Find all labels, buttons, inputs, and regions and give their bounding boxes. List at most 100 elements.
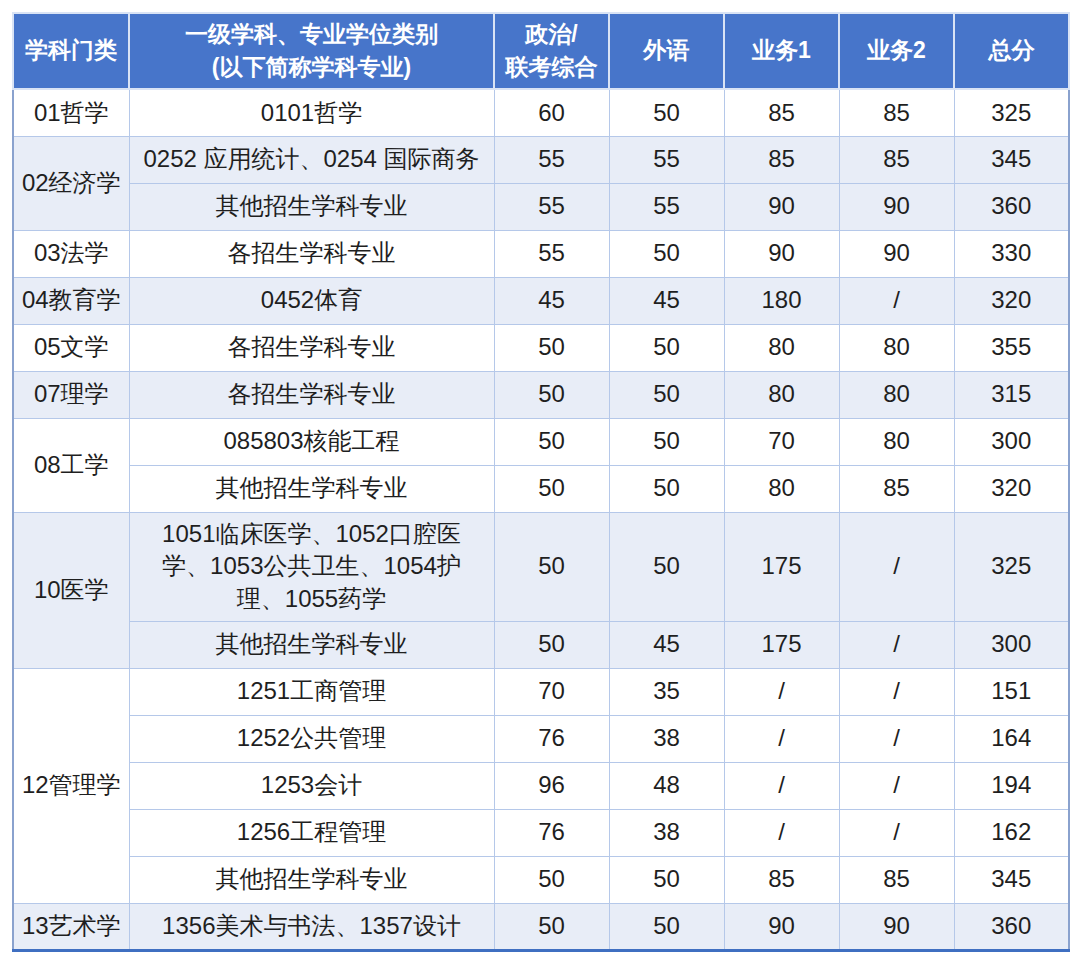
score-cell: 85 <box>724 136 839 183</box>
category-cell: 07理学 <box>13 371 129 418</box>
score-cell: 35 <box>609 668 724 715</box>
score-cell: 38 <box>609 809 724 856</box>
score-cell: 55 <box>609 183 724 230</box>
score-cell: 85 <box>839 136 954 183</box>
score-cell: 55 <box>609 136 724 183</box>
table-row: 其他招生学科专业 50 45 175 / 300 <box>13 621 1069 668</box>
header-cell-category: 学科门类 <box>13 13 129 89</box>
score-cell: / <box>839 621 954 668</box>
category-cell: 04教育学 <box>13 277 129 324</box>
score-cell: 50 <box>609 418 724 465</box>
category-cell: 01哲学 <box>13 89 129 136</box>
score-cell: 345 <box>954 136 1069 183</box>
major-cell: 1253会计 <box>129 762 494 809</box>
score-cell: / <box>839 668 954 715</box>
page: 学科门类 一级学科、专业学位类别 (以下简称学科专业) 政治/ 联考综合 外语 … <box>0 0 1080 965</box>
score-cell: 175 <box>724 512 839 621</box>
score-cell: 90 <box>724 903 839 950</box>
score-cell: 330 <box>954 230 1069 277</box>
score-cell: 315 <box>954 371 1069 418</box>
category-cell: 10医学 <box>13 512 129 668</box>
header-cell-foreign-language: 外语 <box>609 13 724 89</box>
score-cell: 360 <box>954 903 1069 950</box>
score-cell: 50 <box>609 89 724 136</box>
score-cell: / <box>839 762 954 809</box>
table-row: 05文学 各招生学科专业 50 50 80 80 355 <box>13 324 1069 371</box>
score-cell: 50 <box>609 512 724 621</box>
score-cell: 80 <box>724 465 839 512</box>
table-row: 1252公共管理 76 38 / / 164 <box>13 715 1069 762</box>
header-cell-major: 一级学科、专业学位类别 (以下简称学科专业) <box>129 13 494 89</box>
major-cell: 1356美术与书法、1357设计 <box>129 903 494 950</box>
category-cell: 05文学 <box>13 324 129 371</box>
major-cell: 0101哲学 <box>129 89 494 136</box>
header-politics-line2: 联考综合 <box>499 51 604 84</box>
major-cell: 1251工商管理 <box>129 668 494 715</box>
score-cell: 50 <box>609 465 724 512</box>
score-cell: 85 <box>724 856 839 903</box>
score-cell: 76 <box>494 809 609 856</box>
category-cell: 08工学 <box>13 418 129 512</box>
score-cell: 360 <box>954 183 1069 230</box>
score-cell: 50 <box>609 903 724 950</box>
score-cell: 80 <box>724 324 839 371</box>
major-cell: 各招生学科专业 <box>129 371 494 418</box>
score-cell: / <box>839 512 954 621</box>
score-cell: 70 <box>724 418 839 465</box>
score-cell: 90 <box>724 183 839 230</box>
category-cell: 13艺术学 <box>13 903 129 950</box>
score-cell: 50 <box>494 324 609 371</box>
table-row: 08工学 085803核能工程 50 50 70 80 300 <box>13 418 1069 465</box>
score-cell: 60 <box>494 89 609 136</box>
table-row: 10医学 1051临床医学、1052口腔医学、1053公共卫生、1054护理、1… <box>13 512 1069 621</box>
score-cell: / <box>724 668 839 715</box>
table-row: 07理学 各招生学科专业 50 50 80 80 315 <box>13 371 1069 418</box>
score-cell: 76 <box>494 715 609 762</box>
score-cell: 85 <box>839 465 954 512</box>
score-cell: 50 <box>494 512 609 621</box>
score-cell: 80 <box>839 418 954 465</box>
score-cell: 70 <box>494 668 609 715</box>
table-row: 03法学 各招生学科专业 55 50 90 90 330 <box>13 230 1069 277</box>
major-cell: 1252公共管理 <box>129 715 494 762</box>
major-cell: 1256工程管理 <box>129 809 494 856</box>
score-cell: 80 <box>724 371 839 418</box>
header-cell-subject2: 业务2 <box>839 13 954 89</box>
table-row: 其他招生学科专业 55 55 90 90 360 <box>13 183 1069 230</box>
score-cell: 151 <box>954 668 1069 715</box>
table-row: 1256工程管理 76 38 / / 162 <box>13 809 1069 856</box>
score-cell: 50 <box>494 465 609 512</box>
score-cell: 38 <box>609 715 724 762</box>
major-cell: 其他招生学科专业 <box>129 465 494 512</box>
major-cell: 各招生学科专业 <box>129 324 494 371</box>
category-cell: 02经济学 <box>13 136 129 230</box>
score-cell: / <box>724 715 839 762</box>
score-cell: 45 <box>494 277 609 324</box>
score-cell: 90 <box>839 903 954 950</box>
table-row: 01哲学 0101哲学 60 50 85 85 325 <box>13 89 1069 136</box>
header-cell-subject1: 业务1 <box>724 13 839 89</box>
category-cell: 12管理学 <box>13 668 129 903</box>
major-cell: 其他招生学科专业 <box>129 621 494 668</box>
admission-score-table: 学科门类 一级学科、专业学位类别 (以下简称学科专业) 政治/ 联考综合 外语 … <box>12 12 1070 952</box>
table-row: 04教育学 0452体育 45 45 180 / 320 <box>13 277 1069 324</box>
score-cell: 80 <box>839 371 954 418</box>
score-cell: 85 <box>839 856 954 903</box>
score-cell: 300 <box>954 621 1069 668</box>
major-cell: 各招生学科专业 <box>129 230 494 277</box>
score-cell: 320 <box>954 465 1069 512</box>
header-politics-line1: 政治/ <box>499 18 604 51</box>
score-cell: 55 <box>494 136 609 183</box>
score-cell: 50 <box>494 418 609 465</box>
category-cell: 03法学 <box>13 230 129 277</box>
table-row: 02经济学 0252 应用统计、0254 国际商务 55 55 85 85 34… <box>13 136 1069 183</box>
score-cell: 85 <box>724 89 839 136</box>
score-cell: 162 <box>954 809 1069 856</box>
major-cell: 085803核能工程 <box>129 418 494 465</box>
score-cell: 325 <box>954 512 1069 621</box>
major-cell: 其他招生学科专业 <box>129 183 494 230</box>
score-cell: 345 <box>954 856 1069 903</box>
table-row: 12管理学 1251工商管理 70 35 / / 151 <box>13 668 1069 715</box>
score-cell: 85 <box>839 89 954 136</box>
score-cell: 180 <box>724 277 839 324</box>
